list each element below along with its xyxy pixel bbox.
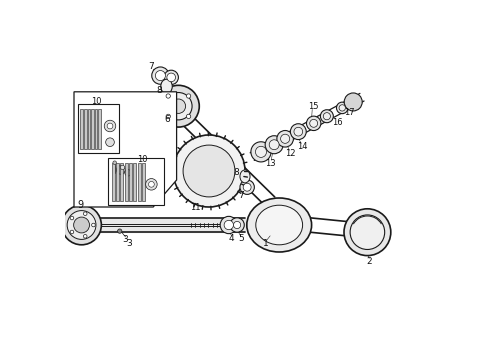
Text: 3: 3 (122, 235, 128, 244)
Circle shape (269, 140, 279, 150)
Circle shape (107, 123, 113, 129)
Ellipse shape (240, 170, 250, 183)
Circle shape (173, 135, 245, 207)
Circle shape (344, 209, 391, 256)
Bar (116, 163, 119, 201)
Circle shape (118, 229, 122, 233)
Circle shape (277, 131, 294, 147)
Bar (80, 109, 83, 149)
Circle shape (265, 136, 283, 154)
Bar (88, 109, 90, 149)
Circle shape (83, 212, 87, 216)
Circle shape (70, 216, 74, 220)
Circle shape (339, 105, 345, 111)
Text: 6: 6 (165, 115, 171, 124)
Circle shape (243, 183, 251, 191)
Polygon shape (74, 92, 176, 207)
Text: 2: 2 (367, 256, 372, 266)
Text: 10: 10 (91, 97, 101, 106)
Bar (112, 163, 115, 201)
Bar (129, 163, 132, 201)
Bar (95, 109, 98, 149)
Circle shape (291, 124, 306, 140)
Text: 1: 1 (263, 239, 269, 248)
Circle shape (251, 142, 271, 162)
Text: 12: 12 (285, 149, 296, 158)
Bar (142, 163, 145, 201)
Circle shape (67, 211, 96, 239)
Circle shape (323, 113, 330, 120)
Circle shape (117, 166, 125, 174)
Text: 5: 5 (238, 234, 244, 243)
Circle shape (240, 180, 254, 194)
Circle shape (183, 145, 235, 197)
Circle shape (92, 223, 95, 227)
Circle shape (70, 230, 74, 234)
Text: 7: 7 (148, 62, 154, 71)
Text: 8: 8 (156, 86, 162, 95)
Circle shape (165, 93, 192, 120)
Circle shape (166, 94, 171, 98)
Bar (91, 109, 94, 149)
Text: 14: 14 (297, 142, 308, 151)
Circle shape (83, 234, 87, 238)
Text: 4: 4 (229, 234, 235, 243)
Circle shape (106, 138, 114, 147)
Circle shape (306, 116, 321, 131)
Circle shape (350, 215, 385, 249)
Circle shape (104, 120, 116, 132)
Circle shape (155, 71, 166, 81)
Text: 15: 15 (308, 102, 318, 111)
Circle shape (255, 146, 267, 157)
Circle shape (220, 216, 238, 234)
Circle shape (171, 99, 186, 113)
Circle shape (320, 110, 333, 123)
Bar (108, 158, 164, 205)
Circle shape (233, 221, 241, 229)
Text: 13: 13 (265, 159, 275, 168)
Ellipse shape (161, 79, 172, 94)
Circle shape (166, 114, 171, 118)
Circle shape (281, 134, 290, 143)
Circle shape (146, 179, 157, 190)
Circle shape (167, 73, 175, 82)
Circle shape (294, 127, 303, 136)
Bar (84, 109, 87, 149)
Text: 8: 8 (234, 168, 239, 177)
Circle shape (344, 93, 362, 111)
Circle shape (157, 85, 199, 127)
Circle shape (113, 161, 117, 165)
Text: 11: 11 (190, 203, 200, 212)
Circle shape (148, 181, 154, 187)
Circle shape (186, 94, 191, 98)
Bar (98, 109, 101, 149)
Circle shape (121, 165, 125, 170)
Circle shape (186, 114, 191, 118)
Text: 9: 9 (78, 200, 84, 210)
Circle shape (74, 217, 90, 233)
Bar (77, 104, 119, 153)
Circle shape (125, 170, 131, 176)
Text: 3: 3 (126, 239, 132, 248)
Ellipse shape (256, 205, 303, 245)
Circle shape (152, 67, 169, 84)
Circle shape (337, 102, 348, 114)
Bar (125, 163, 127, 201)
Text: 10: 10 (137, 156, 147, 164)
Bar (133, 163, 136, 201)
Circle shape (62, 205, 101, 245)
Circle shape (164, 70, 178, 85)
Bar (138, 163, 141, 201)
Text: 16: 16 (332, 118, 343, 127)
Circle shape (310, 120, 318, 127)
Text: 7: 7 (239, 191, 245, 199)
Ellipse shape (247, 198, 312, 252)
Bar (121, 163, 123, 201)
Circle shape (230, 218, 245, 232)
Circle shape (224, 220, 233, 230)
Text: 17: 17 (343, 108, 354, 117)
